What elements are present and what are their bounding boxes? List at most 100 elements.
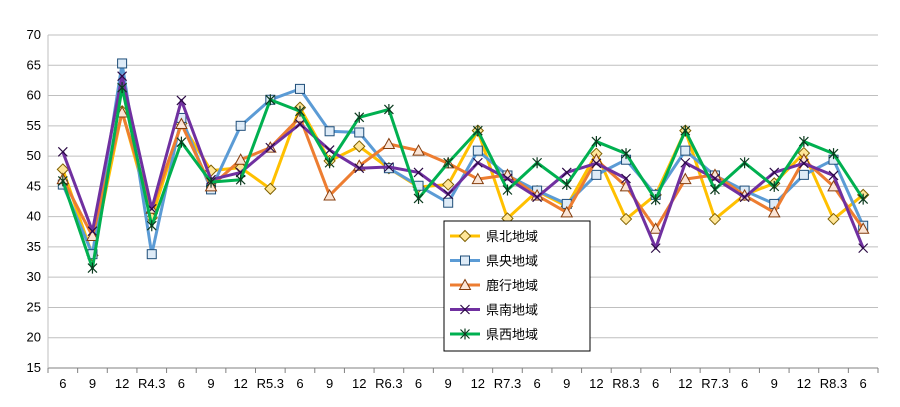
data-point [234,153,248,165]
data-point [798,136,809,148]
data-point [502,184,513,196]
x-tick-label: 12 [797,376,811,391]
data-point [117,58,128,69]
data-point [591,136,602,148]
y-tick-label: 35 [27,239,41,254]
series-line [61,106,865,257]
data-point [265,142,276,153]
data-point [561,167,572,178]
data-point [769,167,780,178]
x-tick-label: R4.3 [138,376,165,391]
y-tick-label: 15 [27,360,41,375]
data-point [619,212,633,226]
data-point [354,163,365,174]
y-tick-label: 30 [27,269,41,284]
data-point [472,125,483,137]
data-point [680,157,691,168]
legend-marker [460,328,470,340]
data-point [383,103,394,115]
data-point [443,189,454,200]
x-tick-label: 9 [326,376,333,391]
data-point [680,125,691,137]
data-point [295,105,305,117]
data-point [87,226,98,237]
data-point [472,145,483,156]
x-tick-label: 9 [771,376,778,391]
data-point [443,157,454,169]
y-tick-label: 40 [27,209,41,224]
legend-entry: 県央地域 [450,255,538,270]
y-tick-label: 20 [27,330,41,345]
x-tick-label: 12 [589,376,603,391]
gridlines [48,34,878,339]
data-point [235,174,246,186]
legend-entry: 鹿行地域 [450,278,538,294]
data-point [532,192,543,203]
data-point [798,169,809,180]
legend-marker [458,278,472,290]
data-point [264,182,277,195]
x-tick-label: R8.3 [820,376,847,391]
series-line [61,74,865,250]
data-point [561,179,572,191]
legend-label: 県北地域 [486,230,538,245]
x-tick-label: 6 [652,376,659,391]
y-tick-label: 55 [27,118,41,133]
data-point [739,192,750,203]
x-tick-label: 12 [471,376,485,391]
data-point [382,137,396,149]
data-point [412,144,425,156]
data-point [294,83,305,94]
x-tick-label: 6 [860,376,867,391]
x-tick-label: 6 [296,376,303,391]
data-point [87,262,98,274]
data-point [265,94,276,106]
y-tick-label: 25 [27,299,41,314]
x-tick-label: 9 [563,376,570,391]
data-point [767,205,781,218]
legend-marker [460,304,470,315]
data-point [324,126,335,137]
data-point [560,205,574,218]
legend-label: 県西地域 [486,328,538,343]
series-5 [57,82,869,274]
data-point [678,172,692,185]
data-point [413,167,424,178]
x-tick-label: 6 [59,376,66,391]
x-tick-label: 6 [415,376,422,391]
x-tick-label: 6 [178,376,185,391]
data-point [175,117,188,130]
data-point [798,158,809,169]
data-point [146,249,157,260]
data-point [828,148,839,160]
legend-marker [458,229,472,243]
x-tick-label: 9 [445,376,452,391]
data-point [708,212,722,226]
x-tick-label: 6 [533,376,540,391]
data-point [146,220,157,232]
data-point [117,71,128,82]
data-point [858,193,869,205]
data-point [710,183,720,195]
legend-label: 県央地域 [486,255,538,270]
data-point [621,148,631,160]
data-point [354,127,365,138]
data-point [471,172,485,185]
data-point [176,136,187,148]
data-point [650,194,661,206]
y-tick-label: 45 [27,178,41,193]
data-point [441,178,455,191]
data-point [621,173,631,184]
data-point [828,170,839,181]
data-point [739,157,750,169]
x-tick-label: R7.3 [494,376,521,391]
series-line [61,86,865,270]
data-point [650,243,661,254]
x-tick-label: 9 [89,376,96,391]
data-point [680,145,691,156]
data-point [413,192,424,204]
data-point [383,162,394,172]
x-tick-label: 12 [352,376,366,391]
